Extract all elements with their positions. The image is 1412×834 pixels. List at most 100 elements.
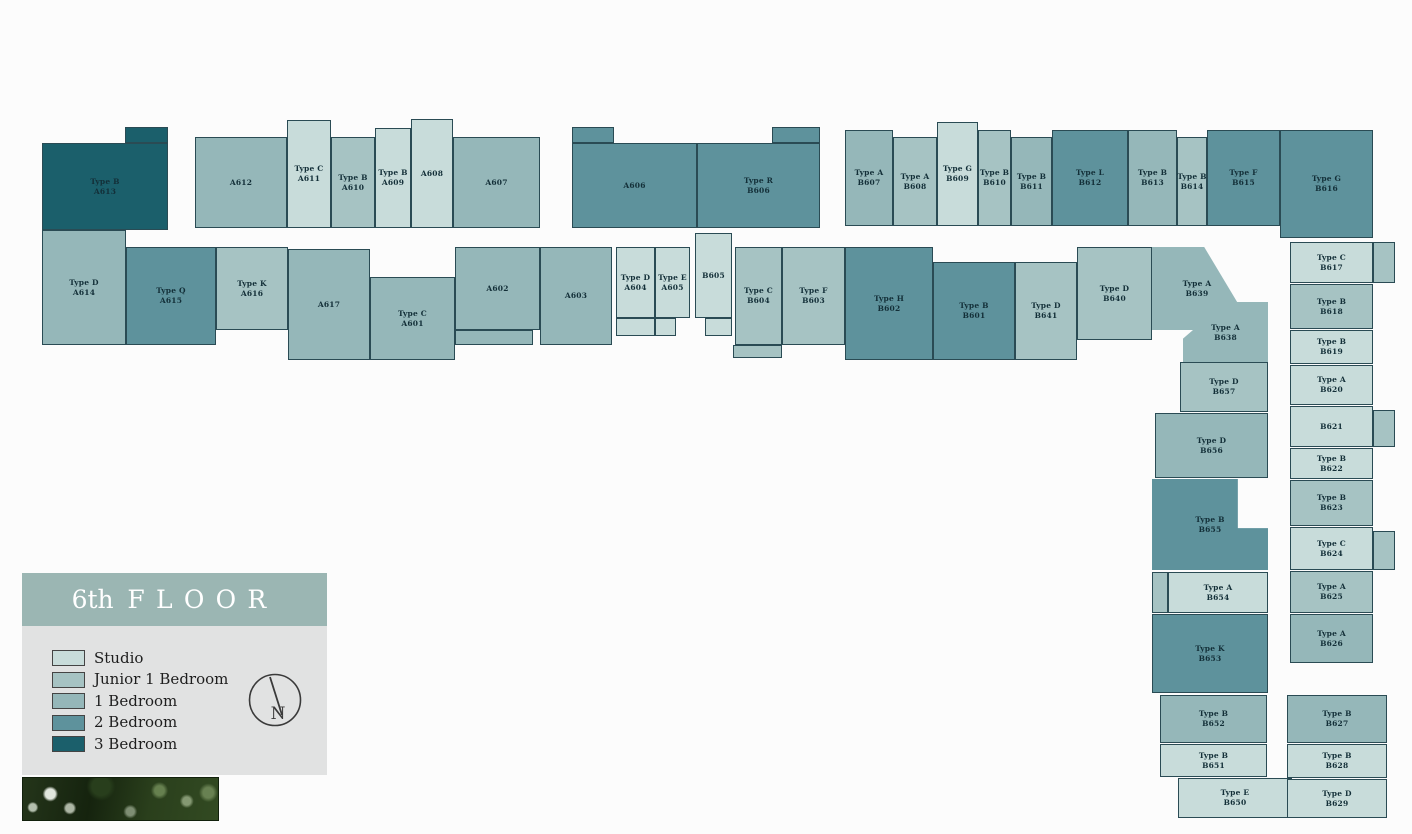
unit-B607[interactable]: Type A B607 xyxy=(845,130,893,226)
unit-A615[interactable]: Type Q A615 xyxy=(126,247,216,345)
unit-number-label: B605 xyxy=(702,270,725,280)
unit-number-label: B609 xyxy=(946,174,969,183)
unit-A617[interactable]: A617 xyxy=(288,249,370,360)
shape-B606-tab xyxy=(772,127,820,143)
legend-header: 6th FLOOR xyxy=(22,573,327,626)
legend-body: Studio Junior 1 Bedroom 1 Bedroom 2 Bedr… xyxy=(22,626,327,775)
unit-number-label: B656 xyxy=(1200,445,1223,455)
unit-number-label: B619 xyxy=(1320,347,1343,356)
unit-number-label: B612 xyxy=(1078,178,1102,187)
unit-A603[interactable]: A603 xyxy=(540,247,612,345)
unit-type-label: Type D xyxy=(1209,377,1239,387)
unit-B603[interactable]: Type F B603 xyxy=(782,247,845,345)
unit-type-label: Type B xyxy=(378,168,408,178)
unit-B626[interactable]: Type A B626 xyxy=(1290,614,1373,663)
unit-type-label: Type R xyxy=(743,175,774,185)
unit-type-label: Type B xyxy=(979,168,1010,178)
unit-type-label: Type B xyxy=(1195,514,1225,524)
unit-A609[interactable]: Type B A609 xyxy=(375,128,411,228)
unit-number-label: B601 xyxy=(962,311,986,320)
unit-B657[interactable]: Type D B657 xyxy=(1180,362,1268,412)
unit-number-label: B620 xyxy=(1320,385,1343,394)
unit-B653[interactable]: Type K B653 xyxy=(1152,614,1268,693)
unit-A611[interactable]: Type C A611 xyxy=(287,120,331,228)
unit-B604[interactable]: Type C B604 xyxy=(735,247,782,345)
unit-B654[interactable]: Type A B654 xyxy=(1168,572,1268,613)
unit-type-label: Type F xyxy=(799,286,828,296)
unit-B618[interactable]: Type B B618 xyxy=(1290,284,1373,329)
unit-B641[interactable]: Type D B641 xyxy=(1015,262,1077,360)
unit-A612[interactable]: A612 xyxy=(195,137,287,228)
unit-B605[interactable]: B605 xyxy=(695,233,732,318)
unit-number-label: A613 xyxy=(93,186,117,196)
unit-A602[interactable]: A602 xyxy=(455,247,540,330)
unit-B629[interactable]: Type D B629 xyxy=(1287,779,1387,818)
unit-A601[interactable]: Type C A601 xyxy=(370,277,455,360)
unit-number-label: A615 xyxy=(159,296,183,305)
unit-B612[interactable]: Type L B612 xyxy=(1052,130,1128,226)
unit-B601[interactable]: Type B B601 xyxy=(933,262,1015,360)
unit-number-label: B629 xyxy=(1325,798,1349,808)
unit-type-label: Type L xyxy=(1075,168,1105,178)
unit-B608[interactable]: Type A B608 xyxy=(893,137,937,226)
unit-B640[interactable]: Type D B640 xyxy=(1077,247,1152,340)
unit-B625[interactable]: Type A B625 xyxy=(1290,571,1373,613)
unit-B621[interactable]: B621 xyxy=(1290,406,1373,447)
unit-B610[interactable]: Type B B610 xyxy=(978,130,1011,226)
unit-A614[interactable]: Type D A614 xyxy=(42,230,126,345)
unit-B652[interactable]: Type B B652 xyxy=(1160,695,1267,743)
unit-type-label: Type B xyxy=(1198,750,1229,760)
shape-B617-tab xyxy=(1373,242,1395,283)
unit-type-label: Type B xyxy=(1322,751,1352,761)
shape-B621-tab xyxy=(1373,410,1395,447)
unit-number-label: A607 xyxy=(485,177,508,187)
unit-A613[interactable]: Type B A613 xyxy=(42,143,168,230)
unit-B619[interactable]: Type B B619 xyxy=(1290,330,1373,364)
unit-B624[interactable]: Type C B624 xyxy=(1290,527,1373,570)
unit-type-label: Type C xyxy=(1317,538,1346,548)
unit-number-label: A605 xyxy=(661,282,684,292)
legend-swatch-junior-1-bedroom xyxy=(52,671,85,688)
unit-A610[interactable]: Type B A610 xyxy=(331,137,375,228)
unit-B628[interactable]: Type B B628 xyxy=(1287,744,1387,778)
unit-B602[interactable]: Type H B602 xyxy=(845,247,933,360)
unit-B617[interactable]: Type C B617 xyxy=(1290,242,1373,283)
unit-B615[interactable]: Type F B615 xyxy=(1207,130,1280,226)
unit-A604[interactable]: Type D A604 xyxy=(616,247,655,318)
unit-B655[interactable]: Type B B655 xyxy=(1152,479,1268,570)
unit-B623[interactable]: Type B B623 xyxy=(1290,480,1373,526)
unit-type-label: Type D xyxy=(620,272,651,282)
unit-B656[interactable]: Type D B656 xyxy=(1155,413,1268,478)
unit-A607[interactable]: A607 xyxy=(453,137,540,228)
unit-A608[interactable]: A608 xyxy=(411,119,453,228)
unit-B616[interactable]: Type G B616 xyxy=(1280,130,1373,238)
unit-number-label: A603 xyxy=(564,291,588,301)
unit-number-label: B651 xyxy=(1202,760,1225,770)
legend-label-3-bedroom: 3 Bedroom xyxy=(94,734,178,753)
unit-number-label: A612 xyxy=(229,177,253,187)
unit-B622[interactable]: Type B B622 xyxy=(1290,448,1373,479)
unit-number-label: B622 xyxy=(1320,463,1343,473)
unit-B620[interactable]: Type A B620 xyxy=(1290,365,1373,405)
unit-B627[interactable]: Type B B627 xyxy=(1287,695,1387,743)
unit-B606[interactable]: Type R B606 xyxy=(697,143,820,228)
unit-A606[interactable]: A606 xyxy=(572,143,697,228)
unit-number-label: A611 xyxy=(297,174,321,183)
unit-number-label: B613 xyxy=(1141,178,1164,187)
unit-type-label: Type C xyxy=(294,164,324,174)
unit-B609[interactable]: Type G B609 xyxy=(937,122,978,226)
unit-A605[interactable]: Type E A605 xyxy=(655,247,690,318)
unit-A616[interactable]: Type K A616 xyxy=(216,247,288,330)
unit-B611[interactable]: Type B B611 xyxy=(1011,137,1052,226)
legend-label-2-bedroom: 2 Bedroom xyxy=(94,713,178,731)
unit-number-label: B607 xyxy=(857,178,881,187)
unit-type-label: Type D xyxy=(1031,301,1061,311)
unit-number-label: B640 xyxy=(1103,293,1126,303)
unit-B651[interactable]: Type B B651 xyxy=(1160,744,1267,777)
unit-B614[interactable]: Type B B614 xyxy=(1177,137,1207,226)
unit-number-label: B618 xyxy=(1320,306,1343,316)
unit-number-label: B603 xyxy=(802,296,825,305)
unit-number-label: B641 xyxy=(1034,311,1058,320)
unit-B613[interactable]: Type B B613 xyxy=(1128,130,1177,226)
unit-B650[interactable]: Type E B650 xyxy=(1178,778,1292,818)
